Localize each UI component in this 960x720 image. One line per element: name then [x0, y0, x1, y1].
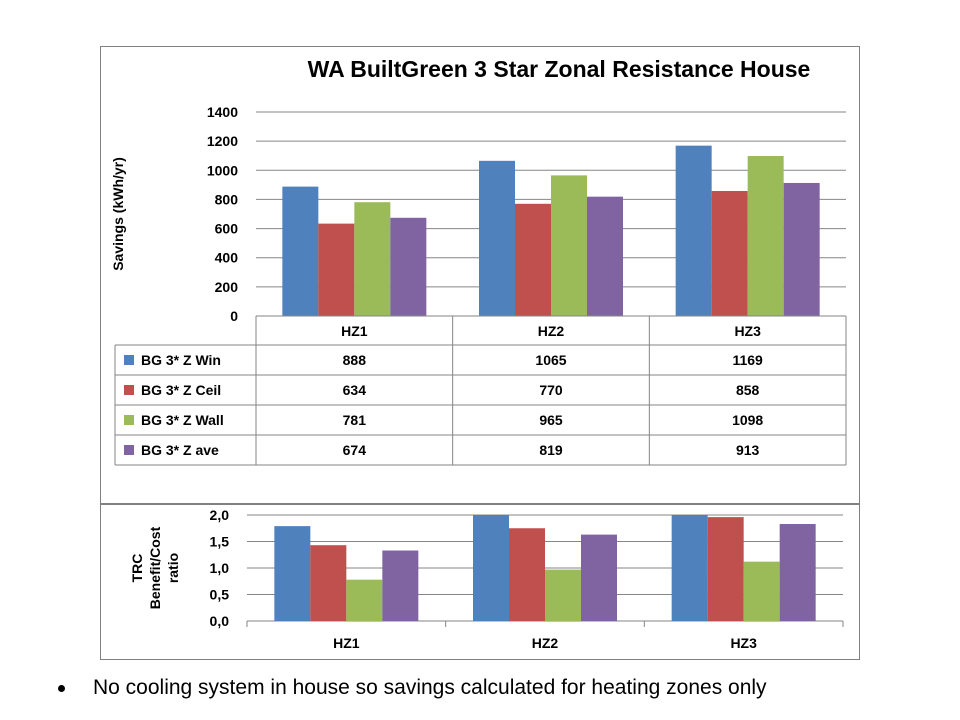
bar — [310, 545, 347, 621]
x-category-label: HZ2 — [532, 635, 559, 651]
x-category-label: HZ1 — [341, 323, 368, 339]
bar — [545, 569, 581, 621]
benefit-cost-chart-svg: 0,0 0,5 1,0 1,5 2,0 TRC Benefit/Cost ratio HZ1 HZ… — [129, 507, 844, 651]
table-value: 1169 — [732, 352, 763, 368]
legend-swatch — [124, 355, 134, 365]
y-tick-label: 400 — [215, 250, 239, 266]
table-value: 770 — [539, 382, 563, 398]
legend-swatch — [124, 445, 134, 455]
y-tick-label: 1,0 — [210, 560, 230, 576]
bar — [779, 524, 816, 621]
y-tick-label: 0 — [230, 308, 238, 324]
y-tick-label: 0,5 — [210, 587, 230, 603]
bar — [390, 217, 427, 316]
bar — [354, 202, 391, 316]
chart-title: WA BuiltGreen 3 Star Zonal Resistance Ho… — [308, 56, 811, 82]
y-tick-label: 1000 — [207, 162, 238, 178]
y-tick-label: 1400 — [207, 104, 238, 120]
y-tick-label: 0,0 — [210, 613, 230, 629]
x-category-label: HZ3 — [730, 635, 757, 651]
footer-bullet: No cooling system in house so savings ca… — [58, 674, 938, 702]
bar — [382, 550, 419, 621]
bar — [675, 145, 712, 316]
y-tick-label: 800 — [215, 191, 239, 207]
y-axis-title-line: TRC — [129, 554, 145, 583]
y-axis-title: Savings (kWh/yr) — [110, 157, 126, 271]
y-tick-label: 1200 — [207, 133, 238, 149]
legend-swatch — [124, 415, 134, 425]
legend-entry: BG 3* Z Wall — [141, 412, 224, 428]
y-tick-label: 1,5 — [210, 534, 230, 550]
y-tick-label: 600 — [215, 221, 239, 237]
y-axis-title-line: ratio — [165, 553, 181, 583]
table-value: 1065 — [535, 352, 566, 368]
y-axis-title-line: Benefit/Cost — [147, 526, 163, 609]
legend-swatch — [124, 385, 134, 395]
x-category-label: HZ1 — [333, 635, 360, 651]
table-value: 888 — [343, 352, 367, 368]
bar — [509, 528, 545, 621]
legend-entry: BG 3* Z Win — [141, 352, 221, 368]
savings-chart-svg: WA BuiltGreen 3 Star Zonal Resistance Ho… — [110, 56, 847, 466]
x-category-label: HZ3 — [734, 323, 761, 339]
bar — [282, 186, 319, 316]
bar — [581, 534, 617, 621]
table-value: 1098 — [732, 412, 763, 428]
bar — [318, 223, 355, 316]
bar — [783, 182, 820, 316]
table-value: 819 — [539, 442, 563, 458]
table-value: 965 — [539, 412, 563, 428]
bar — [711, 190, 748, 316]
table-value: 913 — [736, 442, 760, 458]
legend-entry: BG 3* Z ave — [141, 442, 219, 458]
bar — [551, 175, 587, 316]
bar — [743, 561, 780, 621]
table-value: 674 — [343, 442, 367, 458]
bullet-icon — [58, 684, 65, 692]
bar — [473, 515, 509, 621]
table-value: 634 — [343, 382, 367, 398]
y-tick-label: 2,0 — [210, 507, 230, 523]
bar — [747, 156, 784, 316]
bar — [346, 579, 383, 621]
table-value: 858 — [736, 382, 760, 398]
footer-bullet-text: No cooling system in house so savings ca… — [93, 676, 767, 699]
bar — [587, 196, 623, 316]
bar — [515, 203, 551, 316]
bar — [274, 526, 311, 621]
x-category-label: HZ2 — [538, 323, 565, 339]
benefit-cost-chart: 0,0 0,5 1,0 1,5 2,0 TRC Benefit/Cost ratio HZ1 HZ… — [100, 504, 860, 660]
legend-entry: BG 3* Z Ceil — [141, 382, 221, 398]
table-value: 781 — [343, 412, 367, 428]
bar — [479, 160, 515, 316]
bar — [707, 517, 744, 621]
savings-chart: WA BuiltGreen 3 Star Zonal Resistance Ho… — [100, 46, 860, 504]
bar — [671, 515, 708, 621]
y-tick-label: 200 — [215, 279, 239, 295]
